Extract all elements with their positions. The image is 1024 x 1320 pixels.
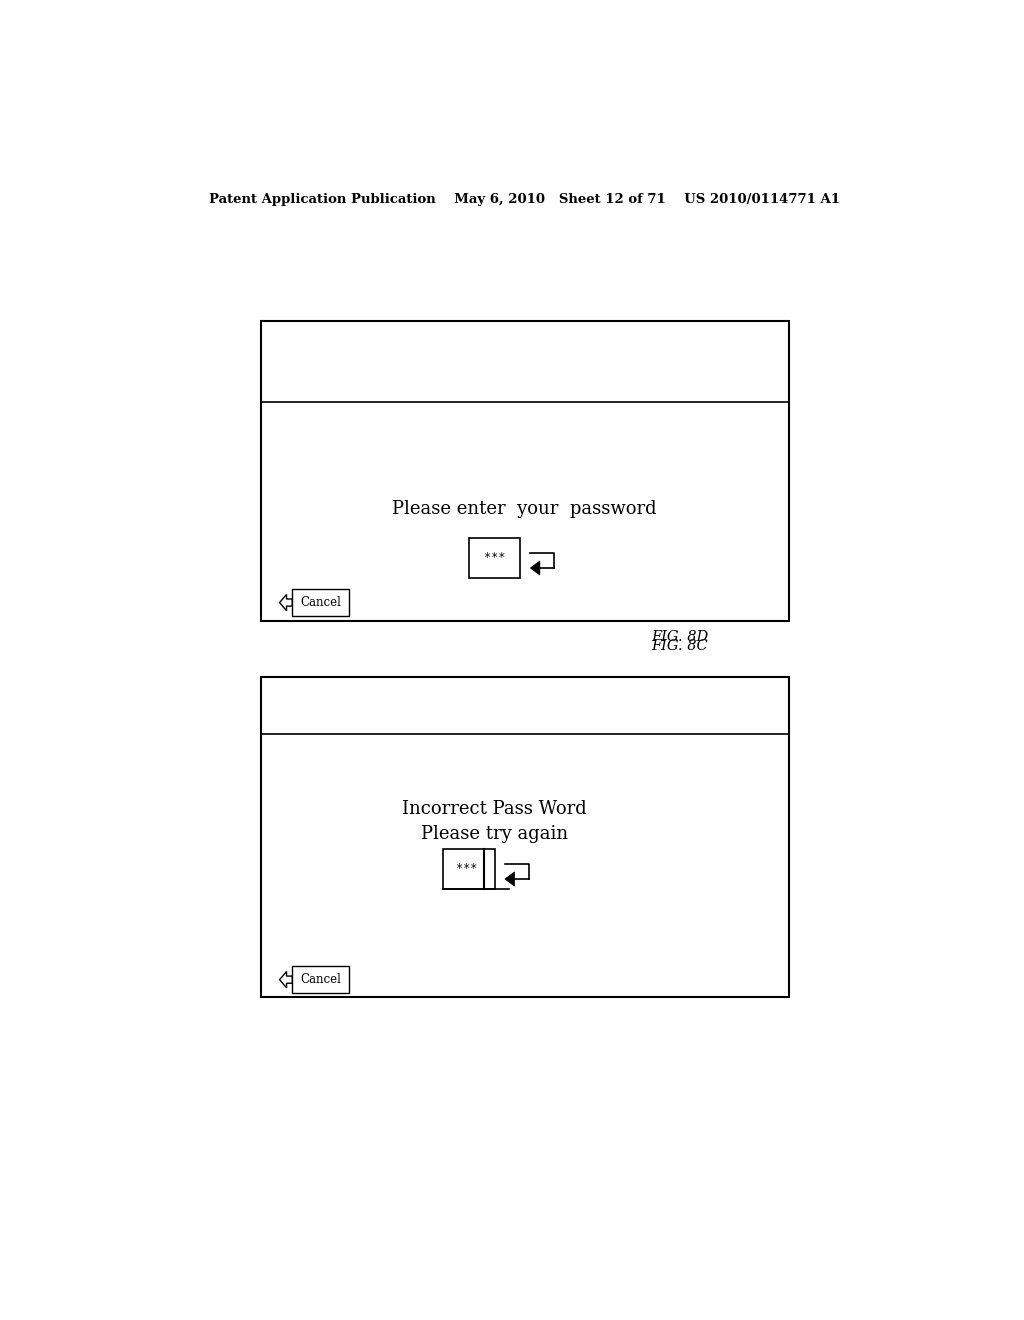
Bar: [261, 677, 790, 997]
Text: Incorrect Pass Word: Incorrect Pass Word: [402, 800, 587, 818]
Bar: [261, 321, 790, 620]
Bar: [292, 966, 349, 993]
Bar: [443, 849, 495, 890]
Text: ***: ***: [484, 552, 505, 565]
Polygon shape: [505, 873, 514, 886]
Polygon shape: [280, 594, 292, 611]
Text: Patent Application Publication    May 6, 2010   Sheet 12 of 71    US 2010/011477: Patent Application Publication May 6, 20…: [209, 193, 841, 206]
Text: Cancel: Cancel: [300, 973, 341, 986]
Text: FIG. 8D: FIG. 8D: [651, 630, 709, 644]
Polygon shape: [530, 561, 540, 576]
Bar: [292, 589, 349, 616]
Text: Please try again: Please try again: [421, 825, 568, 843]
Polygon shape: [280, 972, 292, 987]
Text: ***: ***: [456, 862, 477, 875]
Text: Cancel: Cancel: [300, 597, 341, 609]
Text: FIG. 8C: FIG. 8C: [651, 639, 708, 653]
Bar: [469, 537, 520, 578]
Text: Please enter  your  password: Please enter your password: [392, 500, 657, 517]
